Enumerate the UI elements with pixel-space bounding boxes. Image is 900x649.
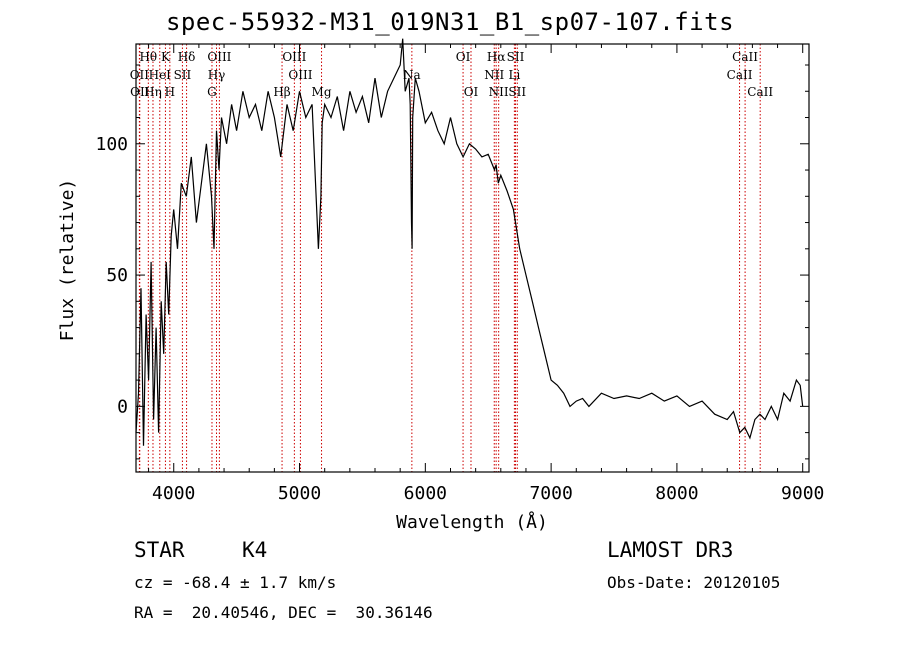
marker-label-oiii: OIII	[207, 50, 231, 64]
marker-label-g: G	[207, 85, 217, 99]
obs-date: Obs-Date: 20120105	[607, 573, 780, 592]
marker-label-oiii: OIII	[288, 68, 312, 82]
x-axis-label: Wavelength (Å)	[396, 511, 548, 533]
marker-label-hγ: Hγ	[208, 68, 226, 82]
marker-label-sii: SII	[508, 85, 526, 99]
x-tick-label: 7000	[529, 483, 572, 504]
marker-label-h: H	[165, 85, 175, 99]
y-axis-label: Flux (relative)	[57, 179, 78, 342]
marker-label-sii: SII	[507, 50, 525, 64]
y-tick-label: 0	[117, 396, 128, 417]
object-subclass: K4	[242, 538, 267, 562]
marker-label-oiii: OIII	[282, 50, 306, 64]
object-class: STAR	[134, 538, 185, 562]
marker-label-oii: OII	[130, 68, 150, 82]
x-tick-label: 9000	[781, 483, 824, 504]
marker-label-hδ: Hδ	[178, 50, 196, 64]
redshift-cz: cz = -68.4 ± 1.7 km/s	[134, 573, 336, 592]
y-tick-label: 100	[95, 134, 128, 155]
marker-label-oi: OI	[464, 85, 479, 99]
y-tick-label: 50	[106, 265, 128, 286]
x-tick-label: 8000	[655, 483, 698, 504]
marker-label-caii: CaII	[727, 68, 753, 82]
marker-label-oi: OI	[456, 50, 471, 64]
marker-label-caii: CaII	[747, 85, 773, 99]
marker-label-caii: CaII	[732, 50, 758, 64]
marker-label-hβ: Hβ	[273, 85, 290, 99]
marker-label-hα: Hα	[487, 50, 506, 64]
axis-ticks: 4000 5000 6000 7000 8000 9000 0 50 100	[95, 44, 824, 504]
survey-name: LAMOST DR3	[607, 538, 733, 562]
marker-label-sii: SII	[174, 68, 192, 82]
x-tick-label: 6000	[404, 483, 447, 504]
series-line-spectrum	[136, 39, 803, 446]
marker-label-hθ: Hθ	[139, 50, 157, 64]
marker-label-li: Li	[508, 68, 520, 82]
marker-label-nii: NII	[484, 68, 504, 82]
marker-label-k: K	[161, 50, 171, 64]
marker-label-nii: NII	[489, 85, 509, 99]
spectrum-series	[136, 39, 803, 446]
x-tick-label: 5000	[278, 483, 321, 504]
marker-label-na: Na	[403, 68, 421, 82]
x-tick-label: 4000	[152, 483, 195, 504]
marker-label-hη: Hη	[144, 85, 162, 99]
marker-label-mg: Mg	[312, 85, 332, 99]
marker-label-hei: HeI	[149, 68, 172, 82]
coordinates: RA = 20.40546, DEC = 30.36146	[134, 603, 433, 622]
